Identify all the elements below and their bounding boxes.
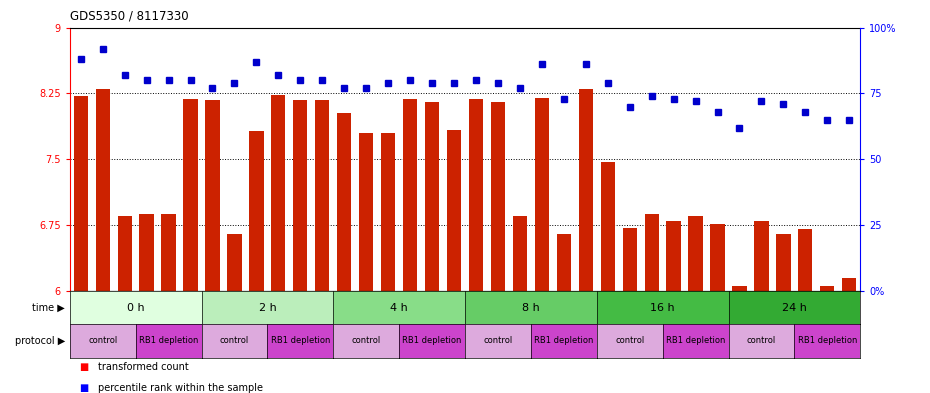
Text: control: control (219, 336, 249, 345)
Bar (535, 98, 549, 291)
Text: RB1 depletion: RB1 depletion (798, 336, 857, 345)
Bar (557, 234, 571, 291)
Bar (249, 131, 263, 291)
Bar (206, 100, 219, 291)
Text: RB1 depletion: RB1 depletion (271, 336, 330, 345)
Text: ■: ■ (79, 362, 88, 371)
Bar (688, 216, 703, 291)
Text: control: control (747, 336, 776, 345)
Text: RB1 depletion: RB1 depletion (139, 336, 198, 345)
Bar (777, 234, 790, 291)
Text: 24 h: 24 h (782, 303, 807, 312)
Bar (96, 89, 110, 291)
Text: 8 h: 8 h (522, 303, 539, 312)
Bar (711, 224, 724, 291)
Bar (622, 228, 637, 291)
Bar (578, 89, 593, 291)
Bar (183, 99, 198, 291)
Text: GDS5350 / 8117330: GDS5350 / 8117330 (70, 10, 189, 23)
Bar (491, 102, 505, 291)
Text: control: control (88, 336, 117, 345)
Bar (117, 216, 132, 291)
Bar (798, 230, 813, 291)
Text: time ▶: time ▶ (33, 303, 65, 312)
Text: percentile rank within the sample: percentile rank within the sample (98, 383, 262, 393)
Text: RB1 depletion: RB1 depletion (534, 336, 593, 345)
Bar (381, 133, 395, 291)
Bar (843, 277, 857, 291)
Text: 2 h: 2 h (259, 303, 276, 312)
Text: 4 h: 4 h (391, 303, 408, 312)
Bar (732, 286, 747, 291)
Text: RB1 depletion: RB1 depletion (403, 336, 462, 345)
Bar (601, 162, 615, 291)
Bar (227, 234, 242, 291)
Bar (425, 102, 439, 291)
Bar (73, 96, 87, 291)
Text: control: control (352, 336, 380, 345)
Bar (140, 213, 153, 291)
Bar (754, 220, 768, 291)
Bar (272, 95, 286, 291)
Text: RB1 depletion: RB1 depletion (666, 336, 725, 345)
Bar (820, 286, 834, 291)
Bar (315, 100, 329, 291)
Bar (447, 130, 461, 291)
Bar (359, 133, 373, 291)
Bar (667, 220, 681, 291)
Bar (644, 213, 658, 291)
Bar (162, 213, 176, 291)
Bar (337, 113, 352, 291)
Text: protocol ▶: protocol ▶ (15, 336, 65, 346)
Text: transformed count: transformed count (98, 362, 189, 371)
Text: control: control (484, 336, 512, 345)
Text: 0 h: 0 h (126, 303, 144, 312)
Bar (293, 100, 308, 291)
Text: control: control (615, 336, 644, 345)
Text: 16 h: 16 h (650, 303, 675, 312)
Bar (469, 99, 483, 291)
Bar (403, 99, 418, 291)
Bar (512, 216, 527, 291)
Text: ■: ■ (79, 383, 88, 393)
